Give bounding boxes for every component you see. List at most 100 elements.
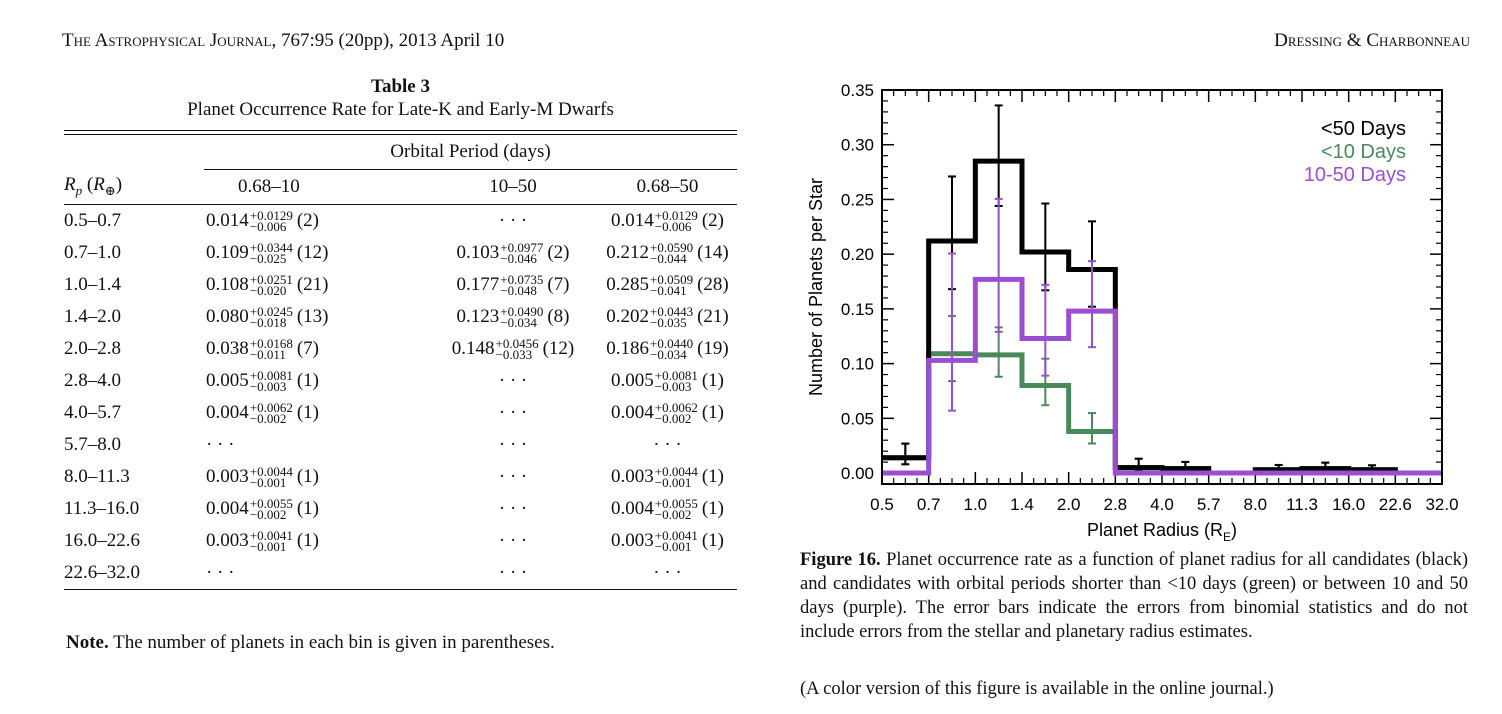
rate-value: 0.186 <box>606 337 649 359</box>
empty-cell: · · · <box>498 466 528 487</box>
planet-count: (12) <box>542 337 575 359</box>
rate-cell: 0.108 +0.0251 −0.020 (21) <box>204 269 428 301</box>
rate-value: 0.212 <box>606 241 649 263</box>
radius-bin: 1.0–1.4 <box>64 274 121 295</box>
rate-error-low: −0.002 <box>249 507 287 523</box>
rate-errors: +0.0245 −0.018 <box>250 305 293 329</box>
x-tick-label: 0.5 <box>870 495 894 514</box>
rate-error-up: +0.0129 <box>654 208 698 224</box>
rate-value: 0.004 <box>206 401 249 423</box>
rate-error-up: +0.0044 <box>654 464 698 480</box>
planet-count: (2) <box>296 209 319 231</box>
x-tick-label: 11.3 <box>1286 495 1318 514</box>
rate-value: 0.285 <box>606 273 649 295</box>
rate-error-low: −0.003 <box>249 379 287 395</box>
rate-cell: 0.123 +0.0490 −0.034 (8) <box>428 301 598 333</box>
rate-error-low: −0.002 <box>249 411 287 427</box>
table-3: Table 3 Planet Occurrence Rate for Late-… <box>64 76 737 590</box>
rate-error-low: −0.002 <box>654 507 692 523</box>
rate-cell: 0.177 +0.0735 −0.048 (7) <box>428 269 598 301</box>
occurrence-histogram: 0.00 0.05 0.10 0.15 0.20 0.25 0.30 0.35 0.5 0.7 1.… <box>806 81 1459 544</box>
rate-cell: 0.005 +0.0081 −0.003 (1) <box>204 365 428 397</box>
rate-error-up: +0.0041 <box>654 528 698 544</box>
rate-error-low: −0.044 <box>650 251 687 267</box>
figure-label: Figure 16. <box>800 550 881 570</box>
rate-errors: +0.0081 −0.003 <box>249 369 293 395</box>
rate-errors: +0.0062 −0.002 <box>654 400 698 425</box>
note-text: The number of planets in each bin is giv… <box>108 632 555 653</box>
column-header-2: 0.68–50 <box>598 169 737 205</box>
rate-cell: 0.080 +0.0245 −0.018 (13) <box>204 301 428 333</box>
radius-bin: 2.8–4.0 <box>64 370 121 391</box>
rate-error-low: −0.001 <box>654 539 692 555</box>
planet-count: (1) <box>701 497 724 519</box>
rate-value: 0.004 <box>611 401 654 423</box>
planet-count: (1) <box>701 401 724 423</box>
rate-cell: 0.003 +0.0044 −0.001 (1) <box>204 461 428 493</box>
x-axis-label: Planet Radius (RE) <box>1087 520 1237 544</box>
rate-error-low: −0.001 <box>249 475 287 491</box>
empty-cell: · · · <box>498 402 528 423</box>
x-tick-label: 8.0 <box>1244 495 1268 514</box>
legend-entry: <10 Days <box>1321 141 1406 163</box>
rate-error-up: +0.0590 <box>650 240 694 256</box>
table-bottom-rule <box>64 589 737 590</box>
series-step-0 <box>882 158 1442 476</box>
rate-cell: 0.003 +0.0041 −0.001 (1) <box>204 525 428 557</box>
planet-count: (1) <box>701 465 724 487</box>
table-row: 11.3–16.0 0.004 +0.0055 −0.002 (1) · · · 0.004… <box>64 493 737 525</box>
empty-cell: · · · <box>206 434 235 455</box>
rate-errors: +0.0044 −0.001 <box>654 464 698 489</box>
rate-cell: 0.003 +0.0044 −0.001 (1) <box>598 461 737 493</box>
rate-error-up: +0.0129 <box>249 208 293 224</box>
planet-count: (21) <box>697 305 729 327</box>
table-row: 0.5–0.7 0.014 +0.0129 −0.006 (2) · · · 0.014 +0… <box>64 205 737 238</box>
rate-error-up: +0.0055 <box>249 496 293 512</box>
rate-error-low: −0.034 <box>650 347 687 363</box>
planet-count: (14) <box>697 241 729 263</box>
rate-value: 0.148 <box>451 337 495 359</box>
x-tick-label: 16.0 <box>1332 495 1365 514</box>
x-tick-label: 1.4 <box>1010 495 1034 514</box>
x-tick-label: 2.8 <box>1104 495 1128 514</box>
rate-error-up: +0.0977 <box>500 240 544 256</box>
rate-error-low: −0.006 <box>654 219 692 235</box>
rate-error-up: +0.0443 <box>650 304 694 320</box>
rate-error-up: +0.0062 <box>249 400 293 416</box>
x-tick-label: 0.7 <box>917 495 941 514</box>
rate-errors: +0.0344 −0.025 <box>249 240 293 265</box>
legend-entry: <50 Days <box>1321 118 1406 140</box>
figure-caption-text: Planet occurrence rate as a function of … <box>800 550 1468 642</box>
radius-bin: 4.0–5.7 <box>64 402 121 423</box>
rate-error-up: +0.0062 <box>654 400 698 416</box>
planet-count: (7) <box>296 337 319 359</box>
planet-count: (1) <box>296 529 319 551</box>
occurrence-table: Orbital Period (days) Rp (R⊕) 0.68–10 10… <box>64 135 737 589</box>
radius-bin: 1.4–2.0 <box>64 306 121 327</box>
rate-error-up: +0.0344 <box>249 240 293 256</box>
x-tick-label: 1.0 <box>964 495 988 514</box>
rate-errors: +0.0129 −0.006 <box>249 208 293 233</box>
rate-error-low: −0.033 <box>495 347 533 363</box>
rate-error-low: −0.003 <box>654 379 692 395</box>
table-row: 1.0–1.4 0.108 +0.0251 −0.020 (21) 0.177 +0.073… <box>64 269 737 301</box>
rate-errors: +0.0041 −0.001 <box>250 529 293 553</box>
rate-cell: 0.014 +0.0129 −0.006 (2) <box>204 205 428 238</box>
planet-count: (2) <box>701 209 724 231</box>
rate-value: 0.080 <box>206 305 249 327</box>
rate-cell: 0.004 +0.0062 −0.002 (1) <box>204 397 428 429</box>
y-tick-label: 0.35 <box>841 81 874 100</box>
radius-bin: 16.0–22.6 <box>64 530 140 551</box>
empty-cell: · · · <box>653 434 682 455</box>
x-tick-label: 32.0 <box>1425 495 1458 514</box>
rate-error-low: −0.041 <box>650 283 687 299</box>
note-label: Note. <box>66 632 109 653</box>
rate-errors: +0.0041 −0.001 <box>654 528 698 555</box>
rate-cell: 0.186 +0.0440 −0.034 (19) <box>598 333 737 365</box>
planet-count: (21) <box>296 273 329 295</box>
y-tick-label: 0.05 <box>841 409 874 428</box>
rate-errors: +0.0081 −0.003 <box>654 369 698 395</box>
rate-cell: 0.212 +0.0590 −0.044 (14) <box>598 237 737 269</box>
y-tick-label: 0.10 <box>841 355 874 374</box>
x-tick-label: 4.0 <box>1150 495 1174 514</box>
